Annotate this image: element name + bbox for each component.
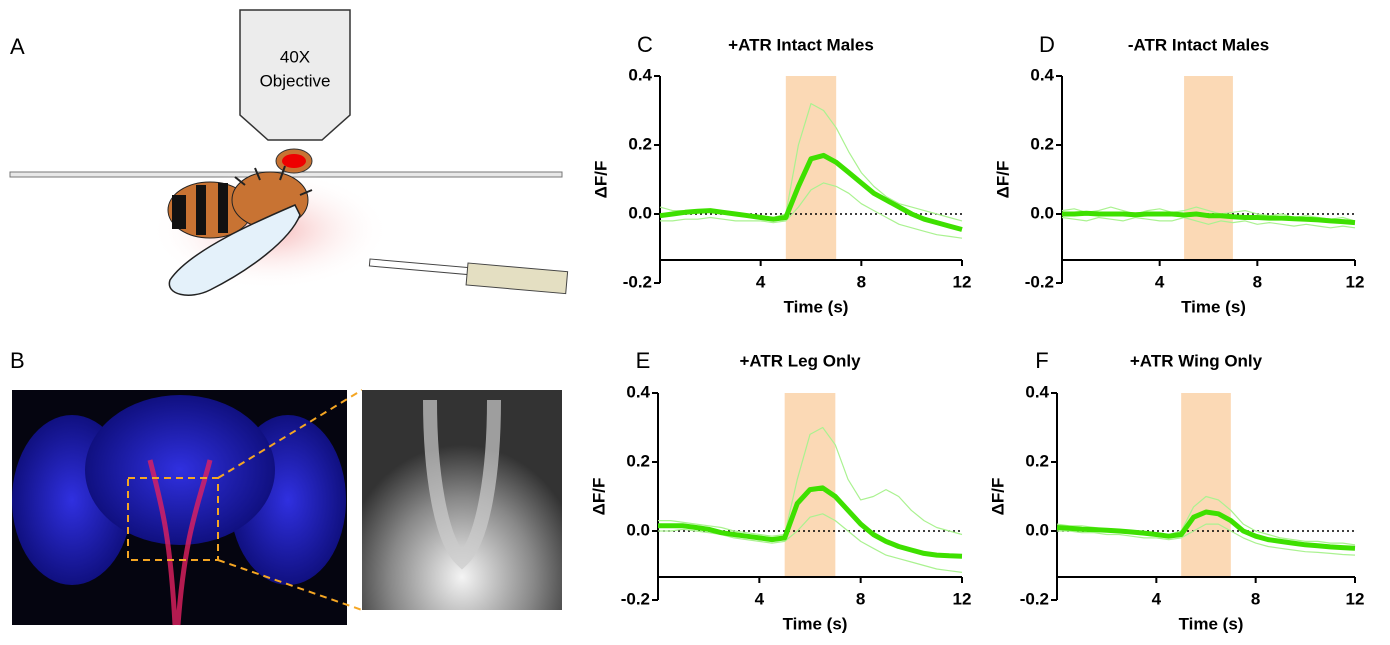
y-tick-label: -0.2 <box>1020 589 1049 608</box>
y-tick-label: 0.4 <box>1030 65 1054 84</box>
fiber <box>368 258 471 276</box>
y-tick-label: -0.2 <box>623 272 652 291</box>
y-axis-label: ΔF/F <box>988 478 1007 516</box>
y-tick-label: 0.4 <box>626 382 650 401</box>
x-tick-label: 4 <box>756 272 766 291</box>
y-tick-label: 0.0 <box>1030 203 1054 222</box>
y-tick-label: 0.4 <box>628 65 652 84</box>
y-axis-label: ΔF/F <box>993 161 1012 199</box>
neurons <box>147 459 213 626</box>
panel-label: B <box>10 348 25 373</box>
stimulus <box>1184 76 1233 260</box>
gfp-image <box>362 390 562 610</box>
chart-title: +ATR Intact Males <box>728 35 874 54</box>
stripes <box>172 183 228 235</box>
brain-center <box>85 395 275 545</box>
chart-title: +ATR Leg Only <box>739 351 861 370</box>
gfp-neurons <box>423 399 501 570</box>
fiber-holder <box>465 262 569 295</box>
objective-label: 40X <box>280 47 310 66</box>
chart-title: -ATR Intact Males <box>1128 35 1269 54</box>
x-axis-label: Time (s) <box>784 297 849 316</box>
trace <box>1061 216 1356 229</box>
brain <box>282 154 306 168</box>
x-axis-label: Time (s) <box>783 614 848 633</box>
objective-label: Objective <box>260 71 331 90</box>
x-tick-label: 4 <box>1152 589 1162 608</box>
panel-label: C <box>637 32 653 57</box>
y-tick-label: 0.2 <box>1030 134 1054 153</box>
x-tick-label: 4 <box>755 589 765 608</box>
trace <box>1062 210 1356 226</box>
y-tick-label: 0.0 <box>1025 520 1049 539</box>
x-tick-label: 12 <box>953 589 972 608</box>
trace <box>1057 523 1356 556</box>
y-tick-label: 0.2 <box>628 134 652 153</box>
x-tick-label: 8 <box>856 589 865 608</box>
y-tick-label: -0.2 <box>621 589 650 608</box>
panel-label: D <box>1039 32 1055 57</box>
y-tick-label: 0.2 <box>626 451 650 470</box>
x-tick-label: 12 <box>953 272 972 291</box>
panel-label: A <box>10 34 25 59</box>
x-axis-label: Time (s) <box>1181 297 1246 316</box>
trace <box>1061 206 1356 222</box>
trace <box>1056 509 1356 551</box>
y-tick-label: 0.0 <box>626 520 650 539</box>
y-axis-label: ΔF/F <box>589 478 608 516</box>
wing <box>168 204 301 296</box>
zoom-lines <box>217 389 363 611</box>
legs <box>234 165 313 196</box>
trace <box>660 182 963 239</box>
objective <box>239 9 351 141</box>
y-axis-label: ΔF/F <box>591 161 610 199</box>
y-tick-label: -0.2 <box>1025 272 1054 291</box>
x-tick-label: 12 <box>1346 272 1365 291</box>
x-tick-label: 8 <box>1251 589 1260 608</box>
trace <box>658 485 963 559</box>
zoom-box <box>127 477 219 561</box>
x-axis-label: Time (s) <box>1179 614 1244 633</box>
stimulus <box>784 393 836 577</box>
x-tick-label: 12 <box>1346 589 1365 608</box>
x-tick-label: 8 <box>1253 272 1262 291</box>
chart-title: +ATR Wing Only <box>1130 351 1263 370</box>
trace <box>658 513 963 573</box>
panel-label: F <box>1035 348 1048 373</box>
x-tick-label: 8 <box>857 272 866 291</box>
y-tick-label: 0.2 <box>1025 451 1049 470</box>
trace <box>658 426 963 537</box>
trace <box>659 152 963 232</box>
y-tick-label: 0.4 <box>1025 382 1049 401</box>
stimulus <box>1181 393 1231 577</box>
panel-label: E <box>636 348 651 373</box>
y-tick-label: 0.0 <box>628 203 652 222</box>
x-tick-label: 4 <box>1155 272 1165 291</box>
